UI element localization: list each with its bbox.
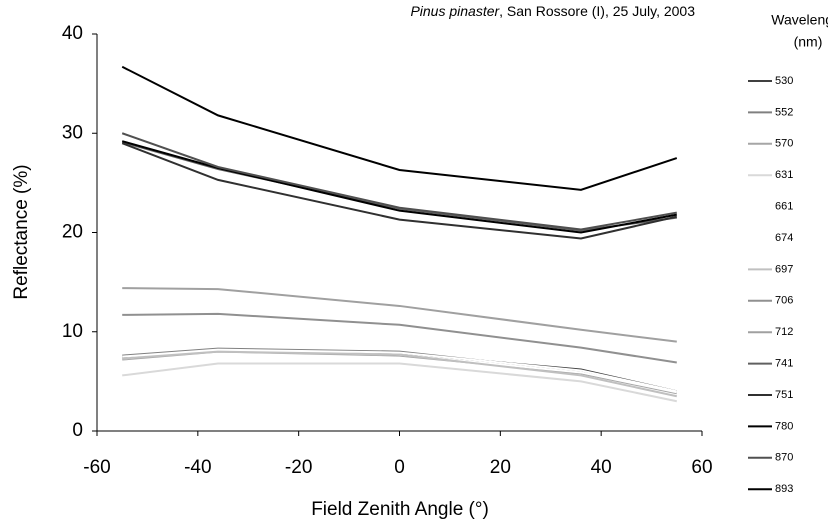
legend-label: 706 bbox=[775, 295, 793, 307]
series-line bbox=[121, 142, 678, 240]
x-tick-label: 40 bbox=[591, 457, 612, 478]
x-tick-label: 20 bbox=[490, 457, 511, 478]
legend-label: 741 bbox=[775, 358, 793, 370]
legend-label: 751 bbox=[775, 389, 793, 401]
series-line bbox=[122, 349, 678, 393]
legend-title: Wavelength bbox=[771, 12, 828, 28]
x-tick-label: 60 bbox=[691, 457, 712, 478]
series-line bbox=[122, 312, 677, 364]
legend-label: 552 bbox=[775, 106, 793, 118]
chart-title: Pinus pinaster, San Rossore (I), 25 July… bbox=[410, 3, 695, 19]
legend-label: 870 bbox=[775, 452, 793, 464]
x-tick-label: -40 bbox=[184, 457, 211, 478]
series-line bbox=[122, 350, 678, 398]
title-rest: , San Rossore (I), 25 July, 2003 bbox=[499, 3, 695, 19]
y-tick-label: 20 bbox=[62, 222, 83, 243]
series-line bbox=[121, 65, 678, 191]
series-line bbox=[122, 287, 677, 343]
y-tick-label: 0 bbox=[72, 420, 83, 441]
y-axis-label: Reflectance (%) bbox=[11, 164, 32, 299]
x-tick-label: -20 bbox=[285, 457, 312, 478]
x-axis-label: Field Zenith Angle (°) bbox=[311, 499, 489, 520]
series-line bbox=[121, 140, 677, 234]
legend-label: 697 bbox=[775, 263, 793, 275]
x-tick-label: -60 bbox=[83, 457, 110, 478]
legend-label: 674 bbox=[775, 232, 793, 244]
legend-label: 893 bbox=[775, 483, 793, 495]
legend-label: 530 bbox=[775, 75, 793, 87]
legend-label: 631 bbox=[775, 169, 793, 181]
legend-label: 780 bbox=[775, 420, 793, 432]
x-tick-label: 0 bbox=[394, 457, 405, 478]
series-line bbox=[122, 348, 678, 393]
y-tick-label: 30 bbox=[62, 122, 83, 143]
legend-label: 570 bbox=[775, 138, 793, 150]
y-tick-label: 10 bbox=[62, 321, 83, 342]
title-species: Pinus pinaster bbox=[410, 3, 500, 19]
legend-title: (nm) bbox=[794, 34, 823, 50]
series-line bbox=[122, 362, 677, 403]
series-line bbox=[121, 132, 677, 231]
legend-label: 661 bbox=[775, 201, 793, 213]
legend-label: 712 bbox=[775, 326, 793, 338]
y-tick-label: 40 bbox=[62, 23, 83, 44]
